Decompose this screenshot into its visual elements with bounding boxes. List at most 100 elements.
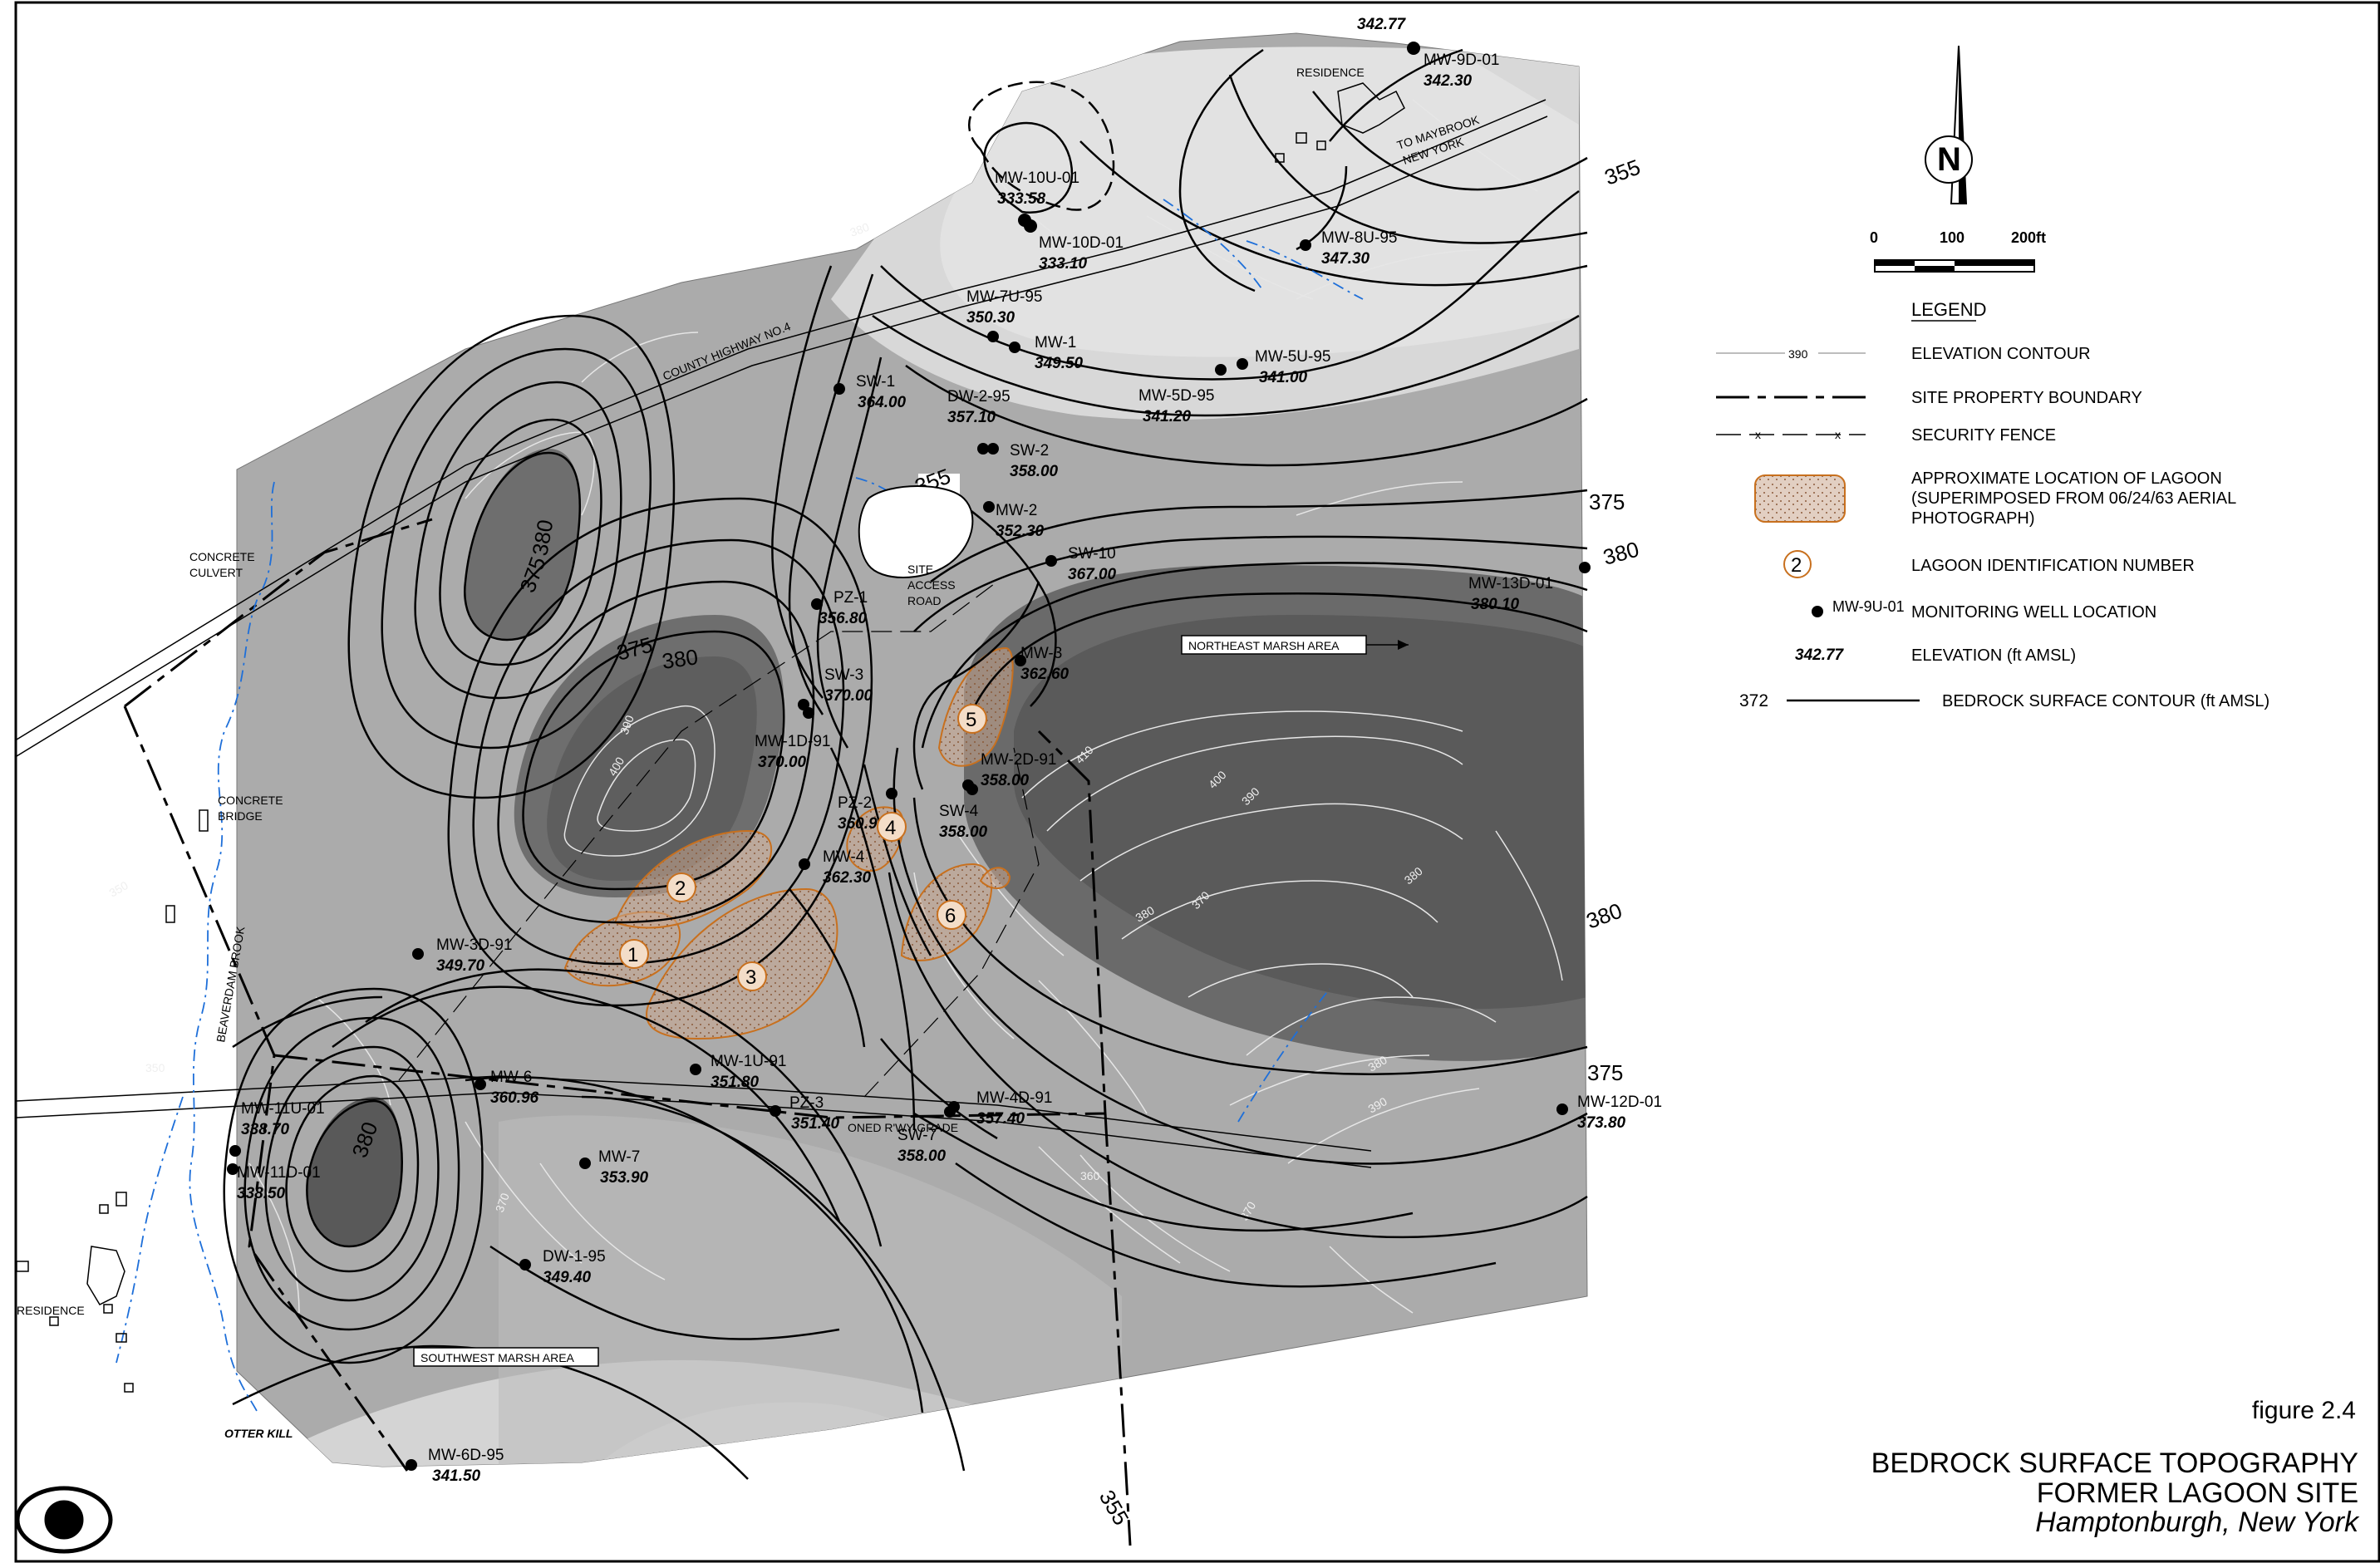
- svg-text:342.77: 342.77: [1795, 646, 1845, 664]
- title-line-1: BEDROCK SURFACE TOPOGRAPHY: [1871, 1447, 2358, 1479]
- streams: [116, 199, 1364, 1413]
- well-label: MW-7: [598, 1148, 640, 1166]
- title-line-2: FORMER LAGOON SITE: [2037, 1477, 2358, 1509]
- security-fence: [398, 581, 1040, 1098]
- well-marker: [966, 784, 978, 795]
- well-elevation: 342.30: [1424, 72, 1473, 90]
- well-label: MW-6D-95: [428, 1447, 504, 1464]
- well-marker: [227, 1163, 238, 1175]
- legend-label: APPROXIMATE LOCATION OF LAGOON: [1911, 469, 2222, 488]
- well-marker: [519, 1259, 531, 1271]
- well-marker: [770, 1105, 781, 1117]
- well-elevation: 349.40: [543, 1269, 592, 1286]
- well-label: SW-4: [939, 803, 979, 820]
- well-label: SW-10: [1068, 545, 1116, 563]
- northeast-marsh-label: NORTHEAST MARSH AREA: [1188, 639, 1340, 652]
- well-label: MW-4: [823, 848, 865, 866]
- well-label: MW-1D-91: [755, 733, 831, 750]
- well-elevation: 370.00: [758, 754, 807, 771]
- well-elevation: 347.30: [1321, 250, 1370, 268]
- well-label: DW-2-95: [947, 388, 1011, 405]
- well-elevation: 341.20: [1143, 408, 1192, 425]
- cra-logo: CRA: [15, 1486, 113, 1554]
- contour-label: 380: [1583, 898, 1625, 934]
- svg-text:372: 372: [1739, 691, 1768, 710]
- well-marker: [1045, 555, 1057, 567]
- well-label: PZ-1: [833, 589, 868, 607]
- well-elevation: 338.50: [237, 1185, 286, 1202]
- figure-number: figure 2.4: [2252, 1397, 2356, 1424]
- lagoon-id: 6: [945, 905, 956, 927]
- well-elevation: 338.70: [241, 1121, 290, 1138]
- title-block: figure 2.4 BEDROCK SURFACE TOPOGRAPHY FO…: [1871, 1397, 2360, 1538]
- well-label: MW-1U-91: [711, 1053, 787, 1070]
- well-elevation: 353.90: [600, 1169, 649, 1187]
- svg-text:360: 360: [1080, 1169, 1100, 1182]
- legend-label: LAGOON IDENTIFICATION NUMBER: [1911, 557, 2195, 575]
- well-marker: [799, 858, 810, 870]
- legend-label: SECURITY FENCE: [1911, 426, 2056, 445]
- legend-label: ELEVATION (ft AMSL): [1911, 646, 2076, 665]
- svg-text:x: x: [1755, 428, 1761, 441]
- well-elevation: 352.30: [996, 523, 1045, 540]
- well-elevation: 360.90: [838, 815, 887, 833]
- lagoon-id: 1: [627, 944, 638, 966]
- legend-label: BEDROCK SURFACE CONTOUR (ft AMSL): [1942, 692, 2269, 710]
- otter-kill-label: OTTER KILL: [224, 1427, 293, 1440]
- legend: LEGEND 390 ELEVATION CONTOUR SITE PROPER…: [1716, 299, 2269, 710]
- well-label: MW-2: [996, 502, 1037, 519]
- well-marker: [1237, 358, 1248, 370]
- well-label: MW-13D-01: [1468, 575, 1553, 592]
- well-elevation: 380.10: [1471, 596, 1520, 613]
- legend-label: MONITORING WELL LOCATION: [1911, 603, 2156, 622]
- well-labels: 342.77 MW-9D-01 342.30 MW-10U-01 333.58 …: [237, 16, 1662, 1485]
- legend-title: LEGEND: [1911, 299, 1986, 320]
- north-arrow: N: [1925, 45, 1973, 204]
- well-label: MW-2D-91: [981, 751, 1057, 769]
- well-elevation: 333.10: [1039, 255, 1088, 273]
- well-elevation: 373.80: [1577, 1114, 1626, 1132]
- well-elevation: 358.00: [1010, 463, 1059, 480]
- residence-label: RESIDENCE: [17, 1304, 85, 1317]
- svg-text:390: 390: [1788, 347, 1808, 361]
- concrete-culvert-label: CONCRETE: [189, 550, 255, 563]
- title-line-3: Hamptonburgh, New York: [2035, 1506, 2360, 1538]
- well-label: PZ-3: [789, 1094, 824, 1112]
- legend-label: ELEVATION CONTOUR: [1911, 345, 2091, 363]
- well-marker: [803, 707, 814, 719]
- well-marker: [1015, 655, 1026, 666]
- well-elevation: 341.00: [1259, 369, 1308, 386]
- well-label: MW-3: [1020, 645, 1062, 662]
- well-marker: [475, 1079, 486, 1090]
- well-label: MW-5U-95: [1255, 348, 1331, 366]
- scale-bar: 0 100 200ft: [1870, 229, 2046, 273]
- well-label: MW-6: [490, 1069, 532, 1086]
- lagoon-id: 5: [966, 709, 976, 731]
- well-label: PZ-2: [838, 794, 872, 812]
- svg-text:350: 350: [145, 1061, 165, 1074]
- well-marker: [987, 443, 999, 455]
- svg-text:x: x: [1835, 428, 1841, 441]
- well-label: MW-9D-01: [1424, 52, 1500, 69]
- well-elevation: 364.00: [858, 394, 907, 411]
- well-marker: [983, 501, 995, 513]
- well-label: SW-7: [897, 1127, 937, 1144]
- well-marker: [944, 1106, 956, 1118]
- well-elevation: 356.80: [819, 610, 868, 627]
- well-marker: [811, 598, 823, 610]
- concrete-bridge-label: CONCRETE: [218, 794, 283, 807]
- shaded-bedrock-area: [236, 32, 1588, 1467]
- concrete-culvert-label: CULVERT: [189, 566, 243, 579]
- well-label: MW-5D-95: [1138, 387, 1215, 405]
- well-label: MW-11U-01: [241, 1100, 325, 1118]
- well-elevation: 370.00: [824, 687, 873, 705]
- well-marker: [886, 788, 897, 799]
- lagoon-id: 2: [675, 877, 686, 900]
- sheet-border: [14, 1, 2380, 1563]
- svg-text:MW-9U-01: MW-9U-01: [1832, 598, 1905, 615]
- lagoon-id: 4: [885, 817, 896, 839]
- lagoon-id: 3: [745, 966, 756, 989]
- well-label: MW-12D-01: [1577, 1094, 1662, 1111]
- site-property-boundary: [123, 518, 1132, 1546]
- elevation-contours: [248, 99, 1563, 1314]
